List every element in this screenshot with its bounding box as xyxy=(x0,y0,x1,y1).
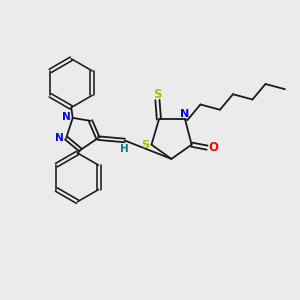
Text: N: N xyxy=(62,112,70,122)
Text: S: S xyxy=(153,88,161,100)
Text: H: H xyxy=(120,144,129,154)
Text: N: N xyxy=(55,133,64,143)
Text: N: N xyxy=(180,109,190,119)
Text: S: S xyxy=(141,140,149,150)
Text: O: O xyxy=(208,141,219,154)
